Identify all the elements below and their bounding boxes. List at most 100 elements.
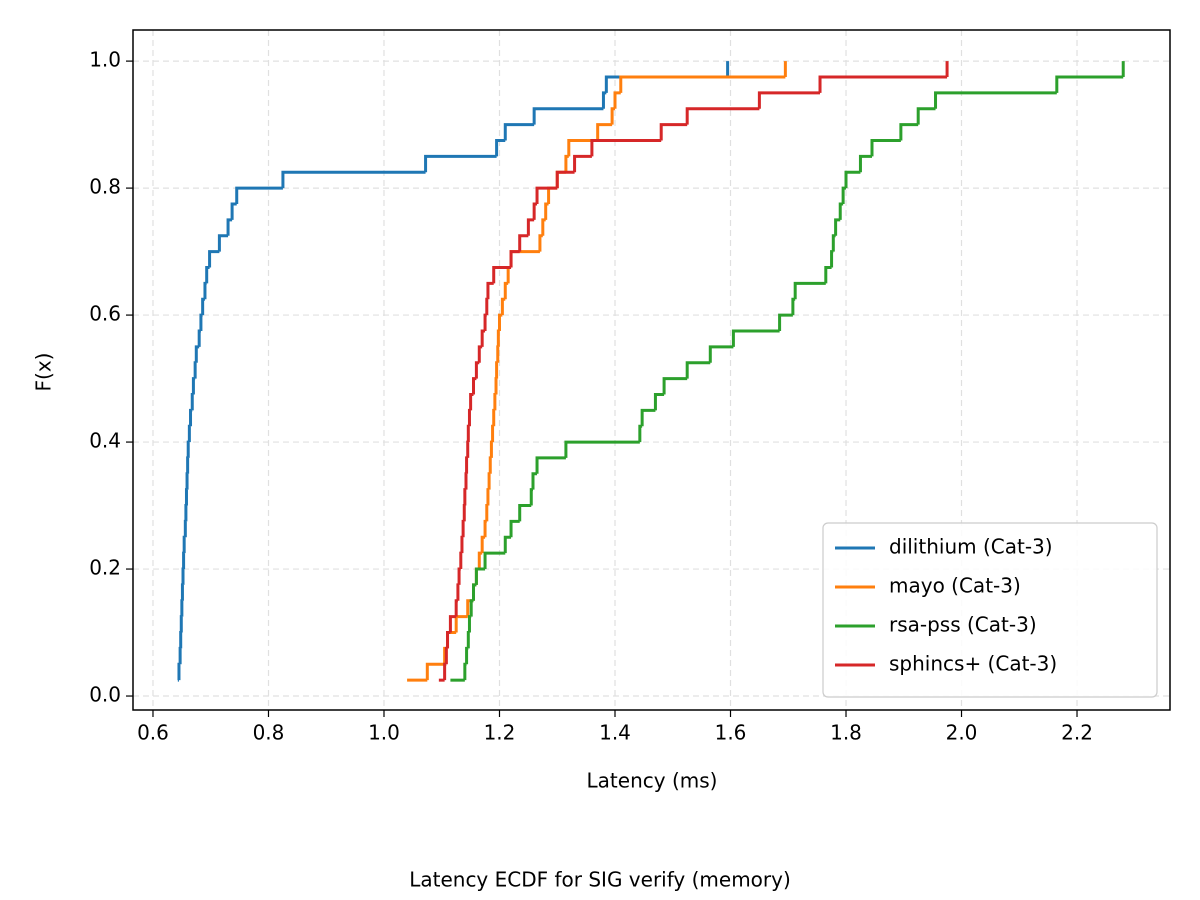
x-tick-label: 0.8 [253,721,285,745]
ecdf-step [460,535,464,554]
y-tick-label: 0.2 [89,556,121,580]
ecdf-step [424,154,497,173]
ecdf-step [529,488,533,506]
ecdf-step [731,329,780,347]
ecdf-step [281,170,426,189]
ecdf-step [186,440,190,458]
ecdf-step [509,519,520,538]
ecdf-step [834,218,841,236]
y-tick-label: 0.8 [89,175,121,199]
ecdf-step [457,567,461,585]
ecdf-step [199,313,203,331]
ecdf-step [448,615,457,633]
ecdf-step [518,504,532,522]
ecdf-step [535,186,558,204]
ecdf-step [488,456,492,474]
ecdf-step [197,329,201,347]
ecdf-step [456,583,460,601]
ecdf-step [535,456,566,474]
ecdf-step [184,488,188,506]
ecdf-step [662,377,688,395]
ecdf-step [208,250,220,268]
legend-label: mayo (Cat-3) [889,574,1021,598]
ecdf-step [531,472,538,490]
ecdf-step [465,456,469,474]
ecdf-step [480,535,486,554]
x-tick-label: 1.4 [599,721,631,745]
legend-label: dilithium (Cat-3) [889,535,1053,559]
ecdf-step [793,281,826,300]
ecdf-step [483,519,487,538]
ecdf-step [472,583,477,601]
legend: dilithium (Cat-3) mayo (Cat-3) rsa-pss (Ca… [822,522,1158,698]
x-axis-label: Latency (ms) [587,769,718,793]
ecdf-step [555,170,575,189]
ecdf-step [487,472,491,490]
ecdf-step [466,424,470,443]
ecdf-step [483,313,487,331]
ecdf-step [463,662,467,681]
ecdf-step [181,567,185,585]
ecdf-step [425,662,445,681]
y-tick-label: 1.0 [89,48,121,72]
ecdf-step [858,154,872,173]
ecdf-step [496,329,500,347]
ecdf-step [186,456,190,474]
ecdf-step [469,599,474,617]
ecdf-step [590,138,662,157]
ecdf-step [486,488,490,506]
x-tick-label: 1.8 [830,721,862,745]
ecdf-step [184,504,188,522]
ecdf-step [495,138,506,157]
x-tick-label: 1.2 [484,721,516,745]
ecdf-step [474,567,486,585]
ecdf-step [485,297,489,316]
ecdf-step [182,535,186,554]
ecdf-step [446,631,451,649]
chart-title: Latency ECDF for SIG verify (memory) [409,868,791,892]
ecdf-step [185,472,189,490]
ecdf-step [526,218,535,236]
y-tick-label: 0.6 [89,302,121,326]
ecdf-step [573,154,592,173]
ecdf-step [465,646,469,665]
ecdf-step [818,75,948,93]
ecdf-step [1055,75,1124,93]
ecdf-step [489,440,493,458]
ecdf-step [503,123,535,141]
x-tick-label: 2.2 [1061,721,1093,745]
ecdf-step [454,599,458,617]
ecdf-step [509,250,520,268]
ecdf-step [179,631,183,649]
plot-frame [132,29,1171,711]
ecdf-step [532,107,604,125]
ecdf-step [467,615,472,633]
ecdf-step [191,377,196,395]
ecdf-step [183,519,187,538]
ecdf-step [830,250,834,268]
ecdf-step [477,551,483,570]
legend-label: rsa-pss (Cat-3) [889,613,1037,637]
y-tick-label: 0.0 [89,683,121,707]
ecdf-step [613,91,621,109]
ecdf-step [203,281,207,300]
ecdf-step [461,519,465,538]
x-tick-label: 1.6 [715,721,747,745]
ecdf-step [459,551,463,570]
ecdf-step [443,662,447,681]
ecdf-step [180,583,184,601]
ecdf-step [844,170,861,189]
ecdf-step [824,265,832,284]
ecdf-step [486,281,494,300]
ecdf-step [685,107,760,125]
ecdf-step [619,75,786,93]
y-axis-label: F(x) [32,353,56,392]
ecdf-step [492,408,496,427]
ecdf-step [685,361,711,379]
y-tick-label: 0.4 [89,429,121,453]
ecdf-step [182,551,186,570]
ecdf-step [492,265,512,284]
x-tick-label: 2.0 [946,721,978,745]
